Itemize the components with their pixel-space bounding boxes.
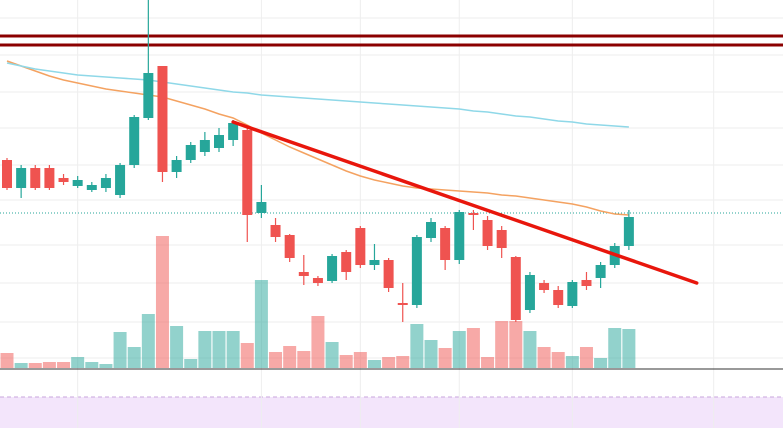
candle-body [16,168,27,188]
candle-body [312,278,323,283]
candle-body [129,117,140,165]
volume-bar [311,316,325,368]
volume-bar [466,328,480,368]
volume-bar [14,363,28,368]
candle-body [214,135,225,148]
candle-body [383,260,394,288]
candle-body [510,257,521,320]
volume-bar [424,340,438,368]
volume-bar [382,357,396,368]
volume-bar [141,314,155,368]
volume-bar [155,236,169,368]
volume-bar [297,351,311,368]
candle-body [298,272,309,276]
candle-body [30,168,41,188]
candle-body [341,252,352,272]
volume-bar [438,348,452,368]
candle-body [397,303,408,305]
volume-bar [184,359,198,368]
candle-body [157,66,168,172]
volume-bar [28,363,42,368]
volume-bar [127,347,141,368]
volume-bar [226,331,240,368]
candle-body [440,228,451,260]
candle-body [454,212,465,260]
candle-body [468,213,479,215]
candle-body [72,180,83,186]
volume-bar [57,362,71,368]
volume-bar [283,346,297,368]
volume-bar [85,362,99,368]
candle-body [115,165,126,195]
candle-body [369,260,380,265]
volume-bar [551,352,565,368]
volume-bar [537,347,551,368]
volume-bar [608,328,622,368]
candle-body [426,222,437,238]
candle-body [86,185,97,190]
volume-bar [42,362,56,368]
candle-body [327,256,338,281]
candle-body [199,140,210,152]
candle-body [496,230,507,248]
candle-body [482,220,493,246]
candle-body [284,235,295,258]
candle-body [539,283,550,290]
volume-bar [71,357,85,368]
candle-body [567,282,578,306]
volume-bar [254,280,268,368]
indicator-pane [0,397,783,428]
candle-body [58,178,69,182]
candle-body [595,265,606,278]
volume-bar [212,331,226,368]
candle-body [623,217,634,246]
volume-bar [523,331,537,368]
volume-bar [353,352,367,368]
candle-body [2,160,12,188]
candle-body [270,225,281,237]
volume-bar [367,360,381,368]
trendline [231,120,699,285]
volume-bar [339,355,353,368]
volume-bar [170,326,184,368]
volume-bar [481,357,495,368]
volume-bar [113,332,127,368]
candle-body [143,73,154,118]
volume-bar [594,358,608,368]
candle-body [171,160,182,172]
candle-body [553,290,564,305]
volume-bar [579,347,593,368]
candle-body [581,280,592,286]
candle-body [355,228,366,265]
volume-bar [99,364,113,368]
volume-bar [452,331,466,368]
volume-bar [0,353,14,368]
volume-bar [396,356,410,368]
candle-body [411,237,422,305]
volume-bar [495,321,509,368]
volume-bar [565,356,579,368]
moving-average [6,60,629,216]
volume-bar [509,321,523,368]
volume-bar [240,343,254,368]
candle-body [44,168,55,188]
volume-bar [410,324,424,368]
candle-body [524,275,535,310]
volume-bar [622,329,636,368]
volume-bar [325,342,339,368]
volume-bar [269,352,283,368]
candle-body [228,123,239,140]
moving-average [6,62,629,128]
candle-body [100,178,111,188]
candle-body [256,202,267,213]
candle-body [242,130,253,215]
volume-bar [198,331,212,368]
candle-body [185,145,196,160]
